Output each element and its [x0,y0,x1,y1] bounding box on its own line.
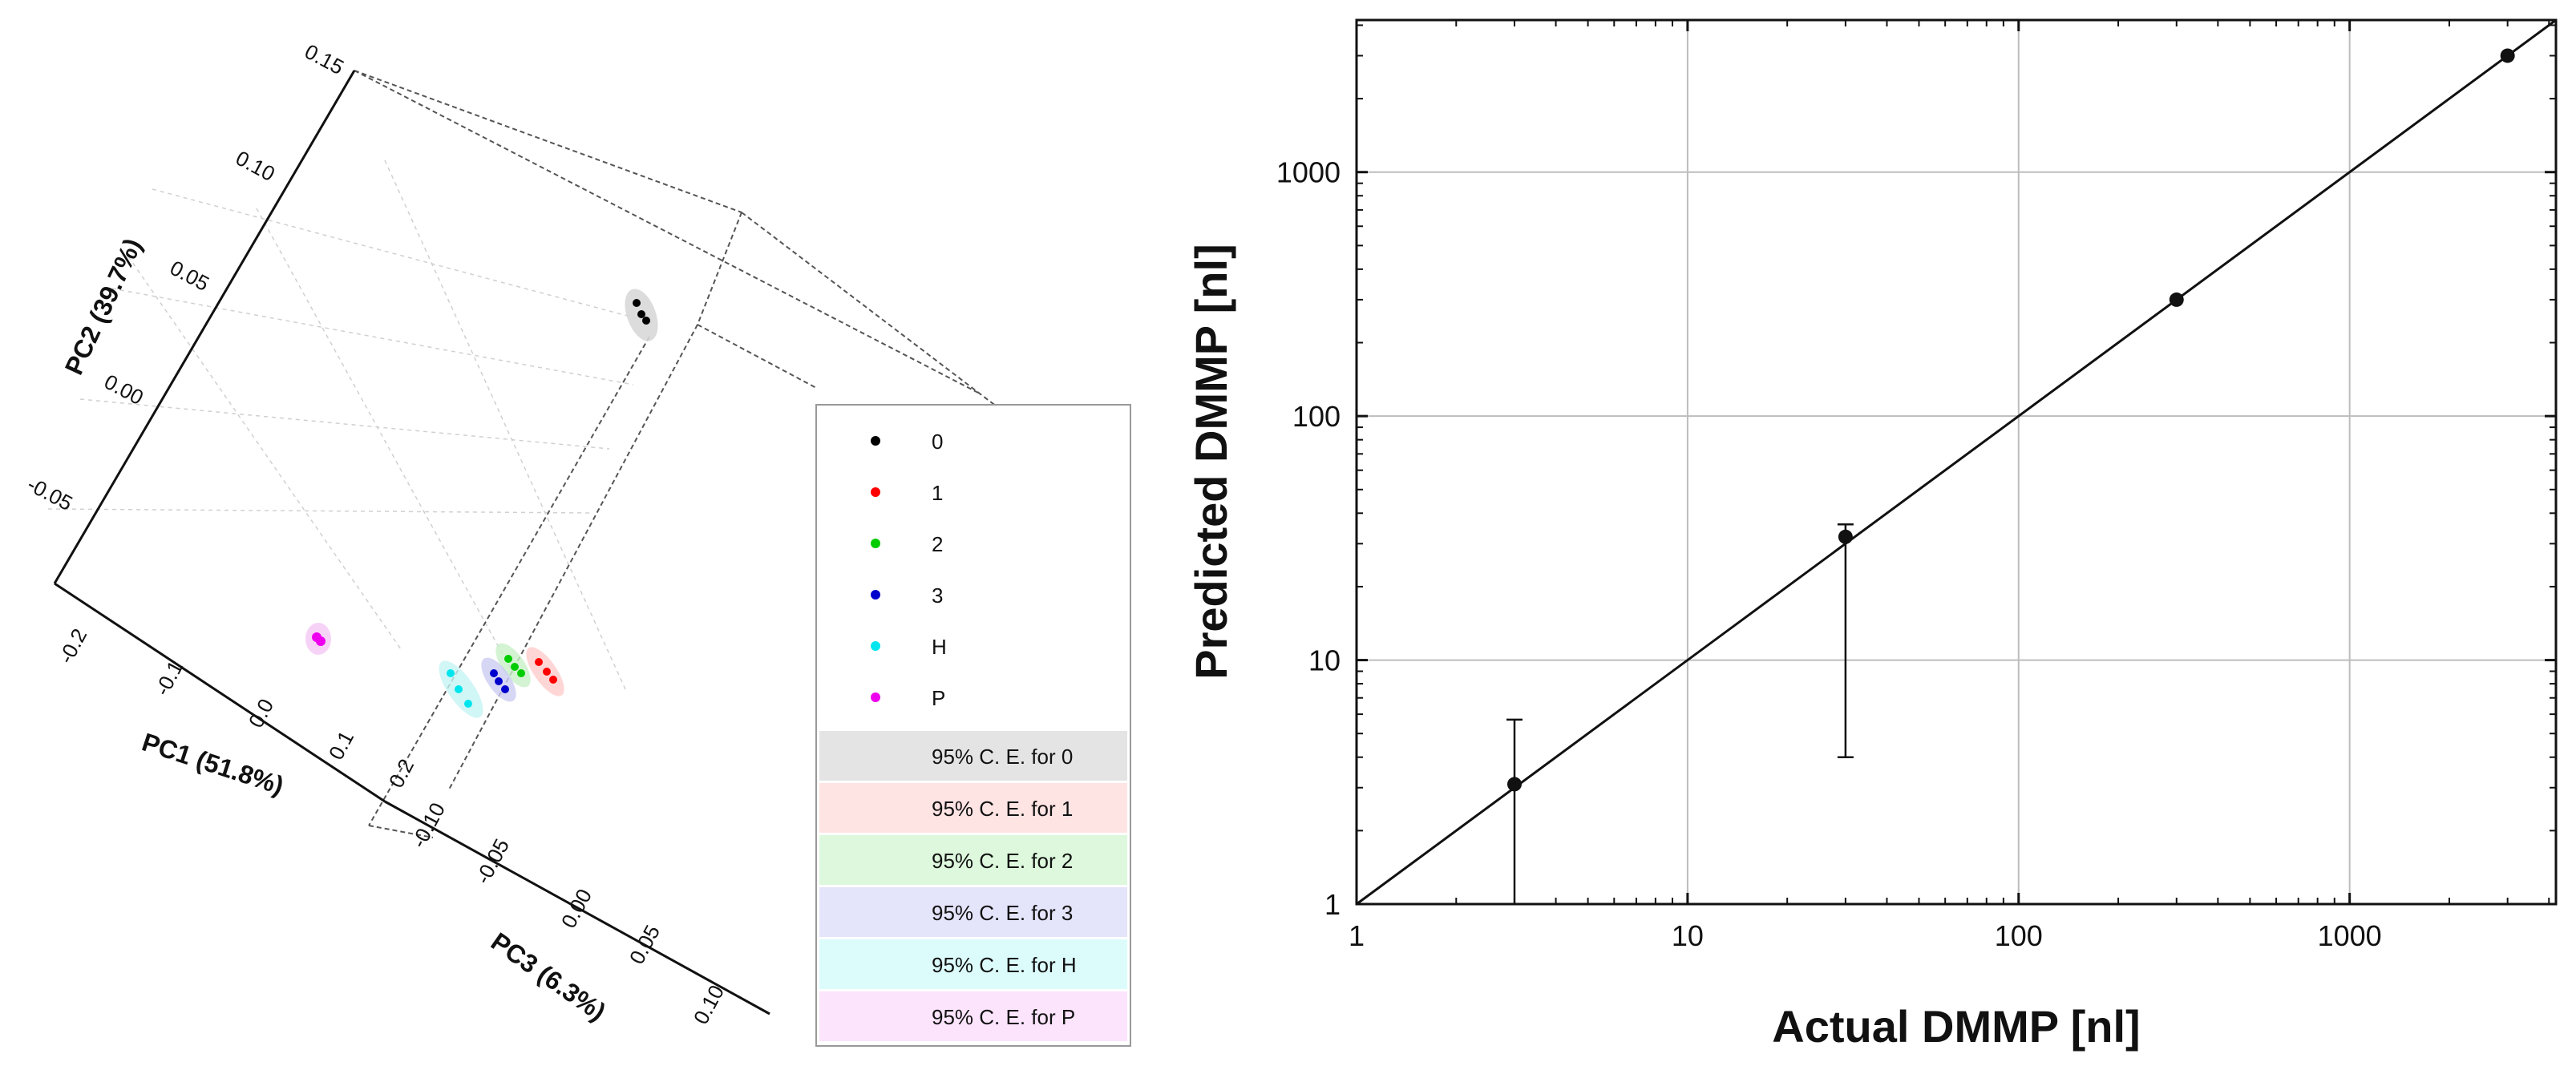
legend-marker [871,641,880,651]
pca-axes [53,70,770,1015]
legend-marker [871,692,880,702]
pc1-tick-label: -0.2 [54,624,92,668]
point-0 [637,310,645,318]
legend-ellipse-0: 95% C. E. for 0 [819,731,1127,781]
legend-marker [871,436,880,446]
pc3-axis-label: PC3 (6.3%) [486,927,611,1026]
legend-swatch [819,731,1127,781]
data-point [1506,777,1522,792]
legend-item-h: H [871,635,947,659]
x-tick-label: 1000 [2318,919,2382,952]
loglog-reference-line [1356,18,2557,906]
pc3-tick-label: -0.10 [406,798,450,851]
point-2 [511,663,519,671]
y-axis-label: Predicted DMMP [nl] [1186,244,1236,679]
pc3-tick-label: 0.05 [625,921,665,968]
point-3 [490,669,498,677]
pc1-axis-label: PC1 (51.8%) [139,727,287,800]
legend-label: 95% C. E. for 2 [932,849,1073,873]
legend-ellipse-h: 95% C. E. for H [819,939,1127,989]
legend-label: 95% C. E. for H [932,953,1077,977]
pc2-tick-label: 0.15 [301,39,348,79]
point-0 [642,317,650,325]
pc1-tick-label: 0.2 [384,755,419,792]
data-point [2500,48,2515,63]
pca-grid [47,159,658,690]
legend-item-0: 0 [871,430,943,454]
legend-swatch [819,783,1127,833]
legend-label: H [932,635,947,659]
legend-item-2: 2 [871,532,943,556]
pc1-tick-label: -0.1 [150,656,188,700]
log-log-chart: 1 10 100 1000 1 10 100 1000 Actual DMMP [nl] Pr… [1186,18,2558,1052]
point-2 [504,655,512,663]
loglog-grid [1357,20,2556,904]
legend-label: 95% C. E. for 1 [932,797,1073,821]
point-h [464,700,472,708]
legend-label: 95% C. E. for P [932,1005,1075,1029]
legend-swatch [819,991,1127,1041]
pc2-axis-label: PC2 (39.7%) [59,234,148,379]
pca-ellipses [305,289,658,718]
pc2-tick-label: 0.05 [166,256,213,296]
point-h [455,685,463,693]
legend-label: 0 [932,430,943,454]
point-1 [543,668,551,676]
legend-label: 2 [932,532,943,556]
pc2-ticks: 0.15 0.10 0.05 0.00 -0.05 [23,39,348,515]
plot-frame [1355,18,2558,906]
legend-item-3: 3 [871,583,943,608]
point-1 [549,676,557,684]
legend-label: 3 [932,583,943,608]
legend-marker [871,590,880,600]
legend-item-p: P [871,686,945,710]
legend-marker [871,487,880,497]
legend-ellipse-3: 95% C. E. for 3 [819,887,1127,937]
legend-box [815,404,1131,1047]
legend-ellipse-1: 95% C. E. for 1 [819,783,1127,833]
pca-legend: 0 1 2 3 H P 9 [815,404,1131,1047]
legend-label: 95% C. E. for 0 [932,745,1073,769]
legend-label: P [932,686,945,710]
pc1-tick-label: 0.1 [324,727,358,764]
x-tick-label: 100 [1995,919,2043,952]
point-3 [495,677,503,685]
y-tick-label: 10 [1308,644,1341,677]
x-tick-label: 10 [1672,919,1704,952]
legend-label: 95% C. E. for 3 [932,901,1073,925]
y-tick-label: 1000 [1276,156,1341,189]
legend-item-1: 1 [871,481,943,505]
point-h [447,669,455,677]
loglog-points [1506,48,2515,904]
pc3-tick-label: -0.05 [471,834,514,887]
pca-points [312,299,650,708]
data-point [1838,529,1853,544]
point-3 [501,685,509,693]
point-0 [633,299,641,307]
pc1-tick-label: 0.0 [244,695,278,732]
pca-box [354,70,1011,838]
y-tick-label: 1 [1324,888,1341,921]
pc2-tick-label: 0.10 [232,146,279,186]
data-point [2169,292,2184,307]
point-2 [517,669,525,677]
identity-line [1356,18,2557,906]
x-axis-label: Actual DMMP [nl] [1772,1001,2140,1052]
y-tick-label: 100 [1292,400,1341,433]
loglog-ticks: 1 10 100 1000 1 10 100 1000 [1276,20,2556,952]
legend-swatch [819,887,1127,937]
legend-swatch [819,835,1127,885]
point-1 [535,658,543,666]
point-p [316,636,326,646]
x-tick-label: 1 [1349,919,1365,952]
legend-ellipse-2: 95% C. E. for 2 [819,835,1127,885]
legend-swatch [819,939,1127,989]
pc3-tick-label: 0.00 [556,885,596,932]
legend-label: 1 [932,481,943,505]
pca-3d-chart: 0.15 0.10 0.05 0.00 -0.05 PC2 (39.7%) -0… [23,39,1131,1047]
legend-ellipse-p: 95% C. E. for P [819,991,1127,1041]
legend-marker [871,539,880,548]
